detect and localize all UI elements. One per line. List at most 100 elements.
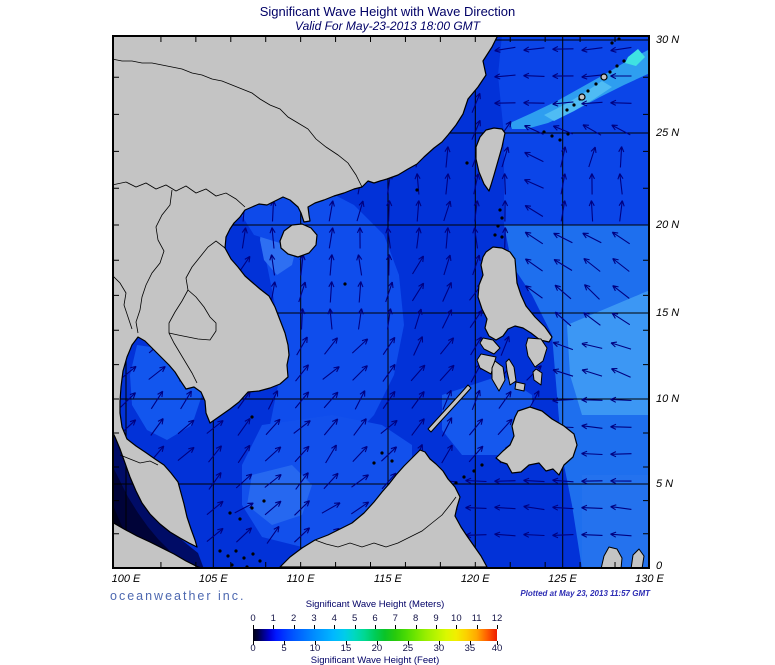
colorbar-tick: [395, 625, 397, 629]
colorbar-tick: [476, 625, 478, 629]
colorbar-meters-value: 9: [433, 613, 439, 624]
ryukyu-island: [600, 73, 608, 81]
bohol-island: [514, 381, 526, 392]
small-island: [622, 59, 626, 63]
small-island: [566, 132, 570, 136]
small-island: [462, 475, 466, 479]
plotted-timestamp: Plotted at May 23, 2013 11:57 GMT: [520, 589, 650, 598]
philippine-sea-bright-patch: [567, 290, 650, 415]
colorbar-meters-value: 1: [270, 613, 276, 624]
border-china-internal: [111, 58, 363, 188]
colorbar-gradient: [253, 629, 497, 641]
colorbar-tick: [375, 625, 376, 629]
small-island: [372, 461, 376, 465]
small-island: [496, 224, 500, 228]
lon-label: 110 E: [286, 573, 315, 585]
small-island: [234, 549, 238, 553]
colorbar-tick: [497, 641, 498, 645]
page-title: Significant Wave Height with Wave Direct…: [259, 4, 516, 19]
small-island: [218, 549, 222, 553]
small-island: [586, 89, 590, 93]
colorbar-feet-value: 0: [250, 643, 256, 654]
small-island: [343, 282, 347, 286]
small-island: [617, 37, 621, 41]
small-island: [238, 517, 242, 521]
colorbar-meters-value: 3: [311, 613, 317, 624]
small-island: [226, 554, 230, 558]
small-island: [500, 216, 504, 220]
colorbar-tick: [497, 625, 498, 629]
border-borneo: [314, 496, 457, 548]
small-island: [472, 469, 476, 473]
colorbar-tick: [407, 641, 409, 645]
small-island: [572, 103, 576, 107]
lat-label: 5 N: [656, 478, 674, 490]
map-frame: [112, 35, 650, 569]
border-cambodia: [168, 289, 217, 341]
lon-label: 105 E: [198, 573, 228, 585]
asia-mainland: [111, 34, 499, 548]
panay-island: [476, 353, 497, 375]
colorbar-meters-value: 12: [491, 613, 503, 624]
small-island: [542, 130, 546, 134]
colorbar-meters-title: Significant Wave Height (Meters): [305, 599, 445, 610]
colorbar-tick: [253, 641, 254, 645]
lat-label: 30 N: [656, 34, 680, 46]
small-island: [390, 459, 394, 463]
colorbar-meters-value: 4: [331, 613, 337, 624]
small-island: [480, 463, 484, 467]
colorbar-feet-value: 5: [281, 643, 287, 654]
borneo-island: [279, 449, 488, 568]
ryukyu-band-patch: [510, 49, 650, 129]
small-island: [493, 233, 497, 237]
colorbar-meters-value: 2: [291, 613, 297, 624]
ryukyu-bright-patch: [544, 81, 612, 121]
colorbar-tick: [436, 625, 437, 629]
colorbar-meters-value: 8: [413, 613, 419, 624]
colorbar-meters-value: 5: [352, 613, 358, 624]
colorbar-tick: [456, 625, 458, 629]
colorbar-tick: [293, 625, 295, 629]
lat-label: 15 N: [656, 307, 680, 319]
colorbar-meters-value: 0: [250, 613, 256, 624]
hainan-island: [279, 223, 318, 258]
lon-label: 115 E: [373, 573, 402, 585]
colorbar-feet-value: 20: [371, 643, 383, 654]
leyte-island: [532, 368, 543, 386]
small-island: [250, 415, 254, 419]
colorbar-meters-value: 10: [451, 613, 462, 624]
colorbar-tick: [253, 625, 254, 629]
small-island: [608, 70, 612, 74]
small-island: [498, 208, 502, 212]
colorbar-feet-title: Significant Wave Height (Feet): [310, 655, 440, 665]
colorbar-tick: [438, 641, 440, 645]
oceanweather-branding: oceanweather inc.: [110, 589, 246, 603]
ryukyu-island: [578, 93, 586, 101]
wave-map: [111, 34, 650, 570]
colorbar-feet-value: 30: [433, 643, 445, 654]
cebu-island: [505, 358, 517, 386]
small-island: [258, 559, 262, 563]
southeast-corner-patch: [582, 475, 650, 569]
colorbar-meters-value: 6: [372, 613, 378, 624]
negros-island: [491, 360, 506, 392]
border-indochina: [168, 240, 226, 384]
small-island: [465, 161, 469, 165]
colorbar-feet-value: 25: [402, 643, 414, 654]
luzon-island: [477, 246, 553, 343]
small-island: [594, 82, 598, 86]
small-island: [415, 188, 419, 192]
palawan-island: [427, 384, 472, 433]
border-china-vietnam: [111, 181, 246, 208]
colorbar-meters-value: 11: [471, 613, 482, 624]
cyan-spot: [625, 49, 645, 66]
small-island: [615, 64, 619, 68]
axis-minor-ticks: [113, 36, 649, 568]
colorbar-tick: [469, 641, 471, 645]
colorbar-tick: [334, 625, 336, 629]
small-island: [262, 499, 266, 503]
small-island: [242, 556, 246, 560]
colorbar-tick: [415, 625, 417, 629]
